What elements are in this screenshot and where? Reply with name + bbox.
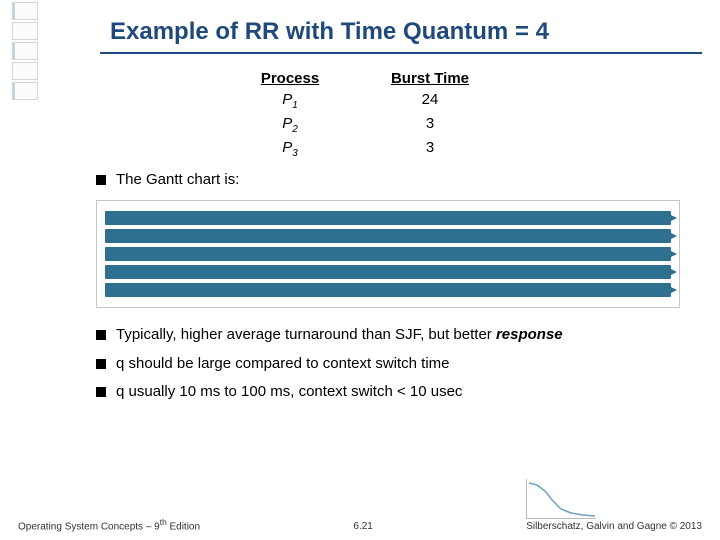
proc-name: P2: [220, 115, 360, 135]
proc-name: P1: [220, 91, 360, 111]
col-header-burst: Burst Time: [360, 70, 500, 87]
process-table: Process Burst Time P1 24 P2 3 P3 3: [0, 70, 720, 159]
footer-right: Silberschatz, Galvin and Gagne © 2013: [526, 479, 702, 532]
bullet-icon: [96, 330, 106, 340]
proc-burst: 3: [360, 115, 500, 135]
bullet-quantum-range: q usually 10 ms to 100 ms, context switc…: [96, 383, 692, 402]
bullet-context-switch: q should be large compared to context sw…: [96, 355, 692, 374]
mini-chart: [526, 479, 596, 519]
proc-name: P3: [220, 139, 360, 159]
thumb: [12, 82, 38, 100]
footer-center: 6.21: [353, 521, 372, 532]
thumbnail-strip: [0, 0, 70, 120]
bullet-text: Typically, higher average turnaround tha…: [116, 326, 692, 345]
gantt-chart: [96, 200, 680, 308]
bullet-icon: [96, 175, 106, 185]
thumb: [12, 62, 38, 80]
chart-lane: [105, 211, 671, 225]
bullet-icon: [96, 359, 106, 369]
thumb: [12, 42, 38, 60]
col-header-process: Process: [220, 70, 360, 87]
chart-lane: [105, 229, 671, 243]
bullet-gantt: The Gantt chart is:: [96, 171, 692, 190]
title-underline: [100, 52, 702, 54]
chart-lane: [105, 247, 671, 261]
slide-title: Example of RR with Time Quantum = 4: [0, 0, 720, 52]
thumb: [12, 2, 38, 20]
bullet-list: The Gantt chart is:: [0, 167, 720, 190]
bullet-turnaround: Typically, higher average turnaround tha…: [96, 326, 692, 345]
chart-lane: [105, 283, 671, 297]
chart-lane: [105, 265, 671, 279]
proc-burst: 24: [360, 91, 500, 111]
bullet-list-2: Typically, higher average turnaround tha…: [0, 322, 720, 402]
bullet-icon: [96, 387, 106, 397]
thumb: [12, 22, 38, 40]
footer-left: Operating System Concepts – 9th Edition: [18, 517, 200, 532]
proc-burst: 3: [360, 139, 500, 159]
slide-footer: Operating System Concepts – 9th Edition …: [0, 479, 720, 532]
